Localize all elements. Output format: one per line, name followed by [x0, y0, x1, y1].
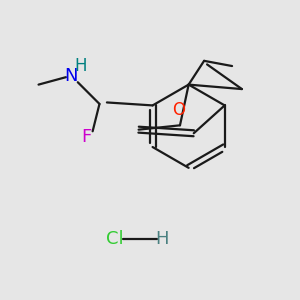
Text: H: H: [74, 57, 86, 75]
Text: N: N: [64, 67, 78, 85]
Text: O: O: [172, 101, 185, 119]
Text: Cl: Cl: [106, 230, 123, 248]
Text: F: F: [81, 128, 91, 146]
Text: H: H: [155, 230, 169, 248]
